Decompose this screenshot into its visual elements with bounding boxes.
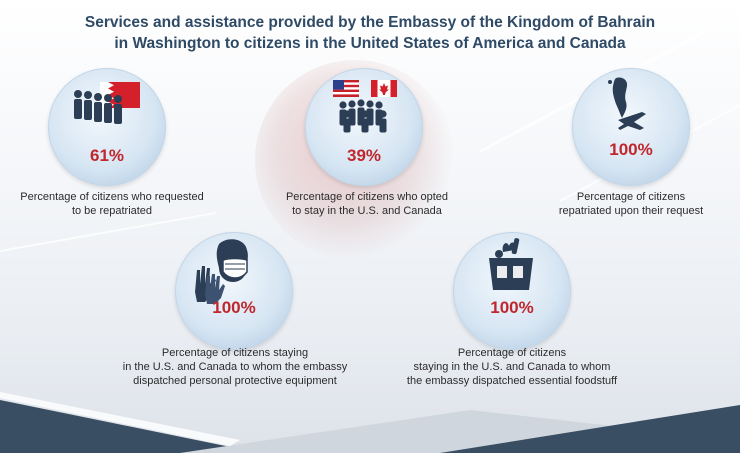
- stat-caption: Percentage of citizens staying in the U.…: [362, 346, 662, 388]
- us-flag-icon: [333, 80, 359, 97]
- grocery-bag-icon: [489, 238, 533, 290]
- airplane-icon: [618, 112, 646, 130]
- stat-percent: 39%: [346, 146, 382, 165]
- gloves-icon: [195, 266, 225, 304]
- stat-percent: 100%: [490, 298, 534, 317]
- stat-circle-repatriated: 100%: [572, 68, 690, 186]
- caption-line: dispatched personal protective equipment: [133, 375, 337, 387]
- stat-percent: 61%: [89, 146, 125, 165]
- title-line-1: Services and assistance provided by the …: [84, 14, 656, 31]
- stat-circle-foodstuff: 100%: [453, 232, 571, 350]
- caption-line: in the U.S. and Canada to whom the embas…: [122, 361, 348, 373]
- stat-circle-ppe: 100%: [175, 232, 293, 350]
- face-mask-gloves-icon: [195, 239, 248, 304]
- caption-line: Percentage of citizens who requested: [20, 191, 204, 203]
- stat-percent: 100%: [212, 298, 256, 317]
- stat-circle-opted-to-stay: 39%: [305, 68, 423, 186]
- caption-line: the embassy dispatched essential foodstu…: [406, 375, 618, 387]
- caption-line: staying in the U.S. and Canada to whom: [413, 361, 611, 373]
- people-group-icon: [339, 99, 387, 133]
- caption-line: Percentage of citizens: [576, 191, 686, 203]
- title-line-2: in Washington to citizens in the United …: [114, 35, 626, 52]
- caption-line: to stay in the U.S. and Canada: [292, 205, 442, 217]
- canada-flag-icon: [371, 80, 397, 97]
- people-us-canada-flags-icon: [333, 80, 397, 133]
- caption-line: repatriated upon their request: [558, 205, 704, 217]
- caption-line: Percentage of citizens staying: [161, 347, 309, 359]
- stat-caption: Percentage of citizens repatriated upon …: [520, 190, 740, 218]
- people-group-icon: [74, 90, 122, 124]
- stat-caption: Percentage of citizens who opted to stay…: [255, 190, 479, 218]
- people-bahrain-flag-icon: [74, 82, 140, 124]
- page-title: Services and assistance provided by the …: [0, 12, 740, 54]
- stat-caption: Percentage of citizens who requested to …: [0, 190, 224, 218]
- caption-line: Percentage of citizens: [457, 347, 567, 359]
- bahrain-map-airplane-icon: [608, 77, 646, 130]
- caption-line: Percentage of citizens who opted: [285, 191, 449, 203]
- stat-percent: 100%: [609, 140, 653, 159]
- caption-line: to be repatriated: [71, 205, 153, 217]
- face-mask-icon: [216, 239, 248, 282]
- stat-caption: Percentage of citizens staying in the U.…: [80, 346, 390, 388]
- stat-circle-repatriation-requested: 61%: [48, 68, 166, 186]
- bahrain-map-icon: [612, 77, 628, 118]
